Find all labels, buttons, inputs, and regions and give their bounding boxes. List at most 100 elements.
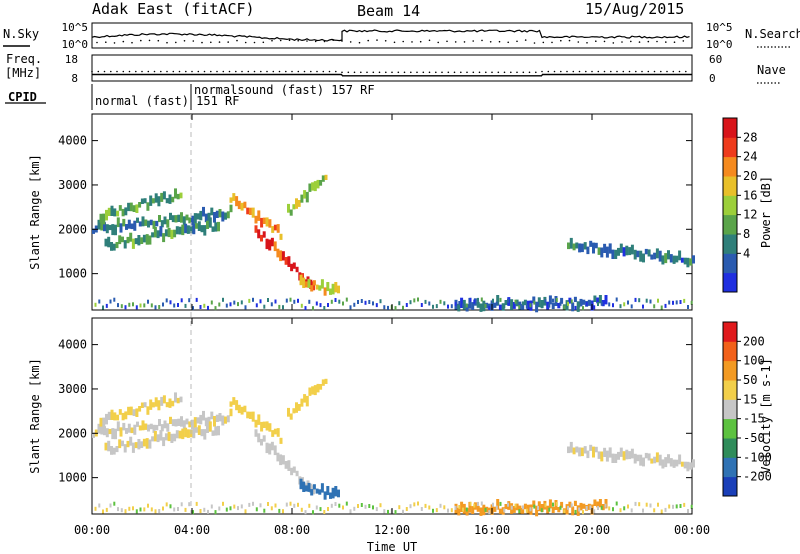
power-clutter: [679, 300, 682, 304]
velocity-clutter: [559, 505, 562, 510]
power-clutter: [150, 303, 153, 308]
velocity-echo: [295, 470, 299, 477]
noise-search-dot: [393, 41, 396, 44]
power-echo: [292, 204, 296, 210]
velocity-clutter: [507, 502, 509, 507]
velocity-clutter: [345, 501, 348, 506]
power-echo: [337, 285, 340, 294]
velocity-clutter: [672, 504, 674, 509]
power-clutter: [585, 302, 588, 306]
power-echo: [284, 257, 288, 265]
colorbar-tick-label: 28: [743, 130, 757, 144]
velocity-clutter: [619, 508, 622, 513]
colorbar-swatch: [723, 399, 737, 420]
colorbar-swatch: [723, 341, 737, 362]
power-echo: [680, 257, 684, 263]
power-echo: [102, 213, 106, 225]
power-echo: [226, 211, 230, 219]
velocity-echo: [140, 441, 144, 448]
power-clutter: [113, 297, 116, 302]
nave-dot: [422, 71, 425, 74]
velocity-clutter: [660, 509, 663, 514]
velocity-clutter: [462, 507, 464, 512]
velocity-echo: [279, 437, 283, 444]
power-clutter: [195, 297, 198, 302]
velocity-clutter: [132, 506, 134, 511]
power-clutter: [173, 303, 176, 308]
velocity-echo: [177, 418, 181, 426]
velocity-echo: [304, 485, 308, 492]
power-clutter: [237, 302, 239, 307]
velocity-echo: [214, 426, 218, 436]
velocity-clutter: [552, 502, 554, 507]
velocity-echo: [99, 417, 103, 427]
noise-left-tick-top: 10^5: [62, 21, 89, 34]
nave-dot: [103, 70, 106, 73]
velocity-clutter: [218, 506, 221, 511]
velocity-clutter: [683, 502, 686, 507]
power-echo: [617, 247, 620, 256]
power-clutter: [165, 298, 168, 303]
velocity-echo: [165, 402, 169, 408]
velocity-echo: [292, 466, 296, 473]
power-echo: [137, 235, 141, 246]
velocity-clutter: [473, 503, 476, 508]
power-clutter: [282, 305, 284, 310]
colorbar-frame: [722, 321, 738, 497]
power-clutter: [222, 297, 224, 302]
nave-dot: [172, 70, 175, 73]
velocity-echo: [303, 394, 307, 403]
velocity-echo: [138, 425, 142, 431]
power-clutter: [255, 303, 258, 308]
power-echo: [614, 249, 618, 259]
velocity-clutter: [492, 502, 494, 507]
velocity-clutter: [630, 508, 633, 513]
velocity-clutter: [109, 503, 112, 508]
velocity-echo: [107, 440, 111, 452]
power-clutter: [597, 302, 599, 306]
power-clutter: [304, 306, 307, 311]
power-echo: [151, 198, 155, 204]
nave-dot: [260, 70, 262, 73]
power-echo: [107, 236, 111, 248]
noise-left-tick-bottom: 10^0: [62, 38, 89, 51]
power-echo: [213, 212, 216, 223]
velocity-echo: [273, 445, 277, 456]
velocity-clutter: [105, 507, 108, 512]
noise-search-dot: [665, 41, 667, 43]
noise-right-tick-top: 10^5: [706, 21, 733, 34]
velocity-clutter: [578, 507, 581, 512]
power-echo: [147, 220, 150, 228]
power-clutter: [469, 297, 472, 302]
velocity-clutter: [139, 507, 142, 512]
power-echo: [287, 256, 291, 267]
velocity-echo: [622, 451, 626, 461]
velocity-clutter: [589, 505, 592, 510]
power-echoes: [92, 174, 695, 313]
power-echo: [197, 221, 201, 231]
velocity-echo: [320, 483, 324, 493]
nave-dot: [428, 71, 431, 74]
noise-search-dot: [411, 41, 413, 43]
power-echo: [100, 221, 104, 231]
nave-dot: [660, 70, 662, 73]
power-echo: [162, 233, 166, 243]
power-echo: [589, 240, 593, 247]
colorbar-swatch: [723, 360, 737, 381]
nave-dot: [147, 70, 150, 73]
power-clutter: [109, 299, 112, 304]
power-echo: [121, 236, 124, 243]
power-echo: [246, 207, 250, 215]
power-echo: [143, 198, 147, 204]
power-echo: [160, 220, 164, 228]
nave-dot: [635, 70, 637, 73]
velocity-clutter: [120, 508, 123, 513]
power-echo: [664, 253, 668, 264]
velocity-echo: [686, 461, 690, 472]
velocity-echo: [313, 385, 317, 396]
power-clutter: [289, 297, 292, 302]
velocity-echo: [594, 446, 598, 453]
power-echo: [260, 234, 263, 242]
velocity-echo: [105, 428, 109, 438]
power-echo: [313, 181, 317, 192]
